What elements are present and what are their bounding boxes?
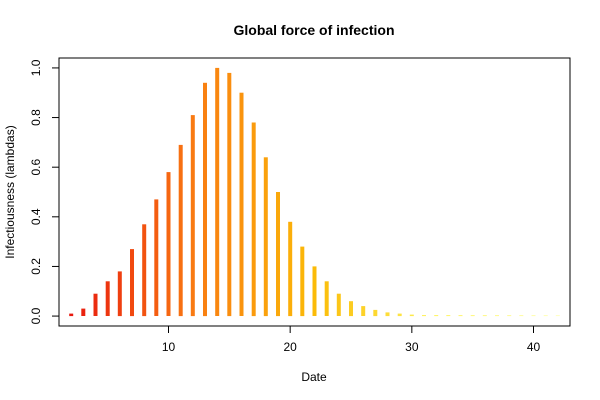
bar-day-24 [336,293,341,316]
bar-day-32 [434,315,439,317]
bar-day-39 [519,315,524,317]
chart-title: Global force of infection [233,22,394,38]
bar-day-28 [385,312,390,317]
bar-day-20 [288,221,293,317]
bar-day-10 [166,172,171,316]
bar-day-23 [324,281,329,316]
bar-day-36 [482,315,487,317]
y-tick-label: 0.8 [29,109,43,126]
bar-day-22 [312,266,317,316]
bar-day-6 [117,271,122,317]
bar-day-35 [470,315,475,317]
bar-day-34 [458,315,463,317]
bar-day-40 [531,315,536,317]
bar-day-9 [154,199,159,316]
bar-day-5 [105,281,110,316]
bar-day-21 [300,246,305,317]
bar-day-4 [93,293,98,316]
y-axis-label: Infectiousness (lambdas) [3,125,17,258]
bar-day-37 [495,315,499,317]
bar-day-11 [178,144,183,317]
bar-day-42 [555,315,560,317]
bar-day-8 [142,224,147,317]
bar-day-2 [69,313,74,317]
bar-day-41 [543,315,548,317]
bar-day-27 [373,309,378,317]
bar-day-38 [507,315,512,317]
bar-day-18 [263,157,268,317]
bar-day-29 [397,313,402,317]
y-tick-label: 0.4 [29,208,43,225]
y-tick-label: 0.2 [29,258,43,275]
y-tick-label: 0.6 [29,159,43,176]
bar-day-33 [446,315,451,317]
bar-day-19 [276,192,280,317]
bar-day-12 [190,115,195,317]
bar-day-3 [81,308,86,316]
y-tick-label: 0.0 [29,307,43,324]
bar-day-26 [361,306,366,316]
x-tick-label: 30 [405,340,419,354]
x-axis-label: Date [301,370,327,384]
bar-day-31 [422,315,426,317]
bars-group [69,67,560,317]
bar-day-7 [130,249,134,317]
y-tick-label: 1.0 [29,59,43,76]
x-tick-label: 20 [283,340,297,354]
x-tick-label: 10 [162,340,176,354]
x-axis: 10 20 30 40 [162,325,541,354]
x-tick-label: 40 [527,340,541,354]
bar-day-15 [227,72,232,317]
bar-day-13 [203,82,207,317]
bar-day-25 [349,301,353,317]
bar-day-17 [251,122,256,317]
bar-day-14 [215,67,220,317]
bar-day-16 [239,92,244,316]
bar-day-30 [409,314,414,317]
y-axis: 0.0 0.2 0.4 0.6 0.8 1.0 [29,59,60,324]
